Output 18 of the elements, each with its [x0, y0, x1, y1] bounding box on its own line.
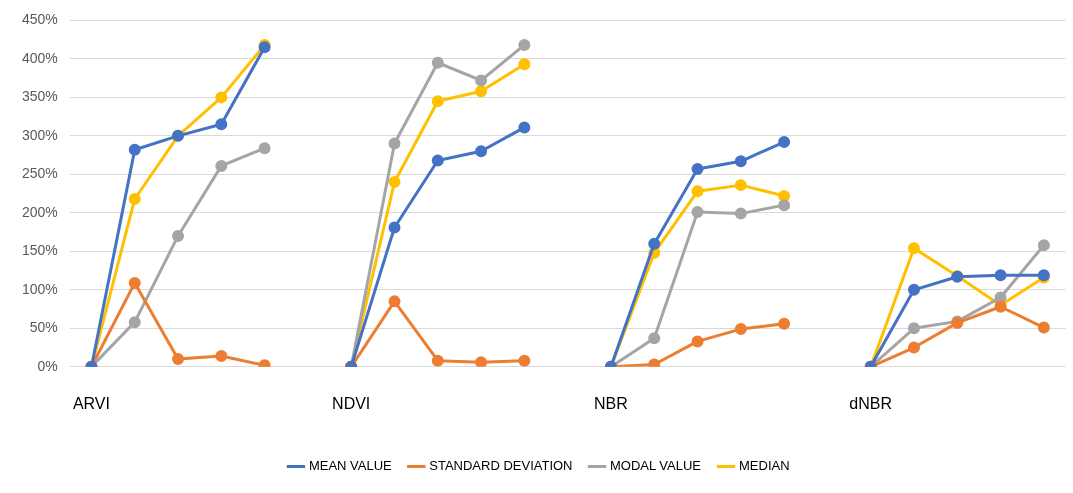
legend-label: MEDIAN — [739, 458, 790, 474]
y-tick-label: 100% — [21, 280, 58, 297]
legend-label: MODAL VALUE — [610, 458, 702, 474]
x-tick-label: NBR — [594, 394, 628, 412]
y-tick-label: 450% — [21, 11, 58, 28]
y-tick-label: 300% — [21, 126, 58, 143]
y-tick-label: 250% — [21, 165, 58, 182]
y-tick-label: 150% — [21, 242, 58, 259]
y-tick-label: 0% — [37, 357, 58, 374]
y-tick-label: 200% — [21, 203, 58, 220]
x-tick-label: NDVI — [332, 394, 371, 412]
y-tick-label: 400% — [21, 49, 58, 66]
y-tick-label: 350% — [21, 88, 58, 105]
legend-label: MEAN VALUE — [308, 458, 393, 474]
legend-label: STANDARD DEVIATION — [429, 458, 573, 474]
x-tick-label: ARVI — [72, 394, 110, 412]
y-tick-label: 50% — [29, 319, 58, 336]
x-tick-label: dNBR — [849, 394, 893, 412]
